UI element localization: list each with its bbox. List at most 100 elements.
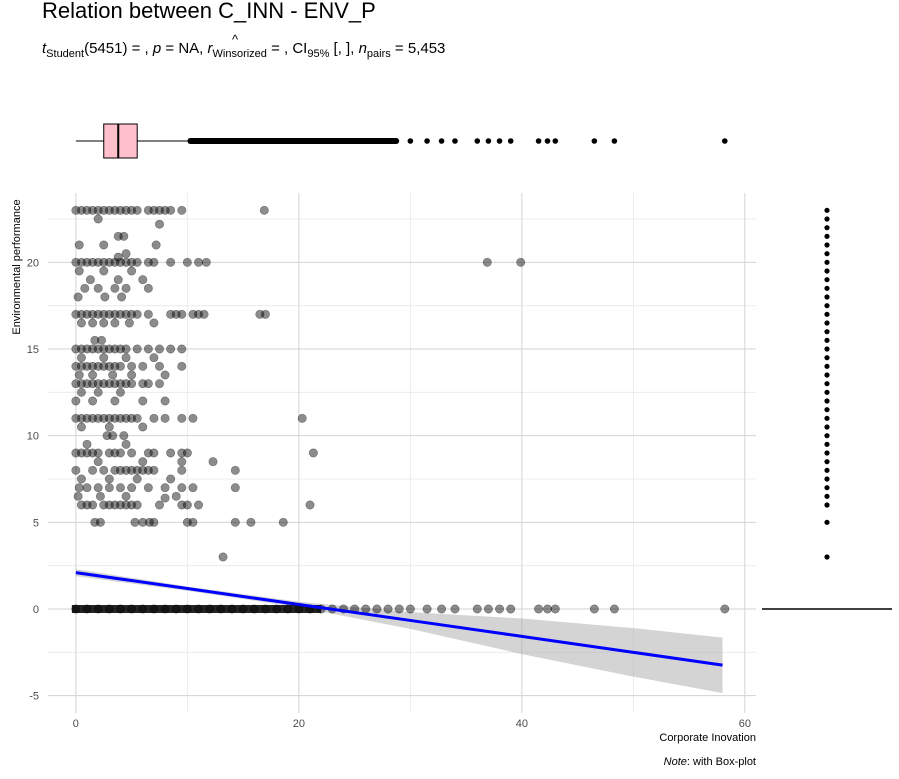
scatter-point (110, 361, 120, 371)
scatter-point (93, 457, 103, 467)
scatter-point (160, 483, 170, 493)
scatter-point (115, 387, 125, 397)
scatter-point (127, 483, 137, 493)
chart-title: Relation between C_INN - ENV_P (42, 0, 376, 23)
marginal-y-point (824, 355, 830, 361)
scatter-point (437, 604, 447, 614)
scatter-point (154, 219, 164, 229)
scatter-point (88, 465, 98, 475)
marginal-y-point (824, 285, 830, 291)
scatter-point (171, 491, 181, 501)
smooth-line-layer (75, 571, 723, 667)
scatter-point (76, 205, 86, 215)
scatter-point (102, 431, 112, 441)
boxplot-outlier (544, 138, 551, 144)
boxplot-outlier (591, 138, 598, 144)
scatter-point (88, 448, 98, 458)
scatter-point (76, 474, 86, 484)
scatter-point (88, 344, 98, 354)
scatter-point (143, 257, 153, 267)
scatter-point (177, 413, 187, 423)
scatter-point (149, 517, 159, 527)
scatter-point (93, 361, 103, 371)
scatter-point (166, 448, 176, 458)
scatter-point (182, 517, 192, 527)
scatter-point (166, 474, 176, 484)
scatter-point (99, 240, 109, 250)
y-axis-title: Environmental performance (11, 199, 23, 334)
boxplot-outlier (407, 138, 414, 144)
scatter-point (182, 257, 192, 267)
scatter-point (160, 205, 170, 215)
marginal-y-point (824, 433, 830, 439)
scatter-point (71, 396, 81, 406)
marginal-y-point (824, 389, 830, 395)
scatter-point (76, 500, 86, 510)
scatter-point (143, 344, 153, 354)
scatter-point (132, 413, 142, 423)
scatter-point (110, 205, 120, 215)
marginal-y-point (824, 502, 830, 508)
scatter-point (149, 353, 159, 363)
scatter-point (119, 431, 129, 441)
scatter-point (259, 205, 269, 215)
scatter-point (82, 257, 92, 267)
scatter-point (115, 413, 125, 423)
subtitle-t-df: (5451) = , (84, 40, 153, 57)
scatter-point (127, 257, 137, 267)
subtitle-p-label: p (152, 40, 161, 57)
scatter-point (104, 448, 114, 458)
boxplot-outlier (507, 138, 514, 144)
scatter-point (110, 465, 120, 475)
scatter-point (138, 361, 148, 371)
scatter-point (121, 353, 131, 363)
marginal-y-point (824, 251, 830, 257)
marginal-y-point (824, 320, 830, 326)
scatter-point (246, 517, 256, 527)
scatter-point (93, 413, 103, 423)
scatter-point (177, 309, 187, 319)
scatter-point (93, 344, 103, 354)
scatter-point (104, 205, 114, 215)
scatter-point (99, 361, 109, 371)
scatter-point (143, 283, 153, 293)
scatter-point (143, 309, 153, 319)
scatter-point (93, 448, 103, 458)
marginal-y-point (824, 294, 830, 300)
scatter-point (132, 474, 142, 484)
y-tick-label: 15 (27, 344, 39, 356)
scatter-point (90, 335, 100, 345)
scatter-point (127, 205, 137, 215)
scatter-point (99, 465, 109, 475)
scatter-point (121, 439, 131, 449)
scatter-point (177, 361, 187, 371)
boxplot-outlier (424, 138, 430, 144)
scatter-point (76, 309, 86, 319)
scatter-point (93, 309, 103, 319)
scatter-point (188, 483, 198, 493)
caption-text: : with Box-plot (687, 756, 756, 768)
scatter-point (308, 448, 318, 458)
marginal-y-point (824, 398, 830, 404)
scatter-point (177, 465, 187, 475)
scatter-point (99, 500, 109, 510)
subtitle-r-label: r (208, 40, 214, 57)
boxplot-outlier (496, 138, 503, 144)
scatter-point (74, 370, 84, 380)
scatter-points (71, 205, 730, 614)
marginal-y-point (824, 372, 830, 378)
scatter-point (166, 205, 176, 215)
scatter-point (115, 257, 125, 267)
scatter-point (305, 500, 315, 510)
scatter-point (127, 361, 137, 371)
axis-ticks: 0 20 40 60 -5 0 5 10 15 20 (27, 257, 751, 730)
scatter-point (132, 205, 142, 215)
scatter-point (88, 379, 98, 389)
scatter-point (405, 604, 415, 614)
scatter-point (121, 491, 131, 501)
scatter-point (422, 604, 432, 614)
scatter-point (516, 257, 526, 267)
scatter-point (99, 344, 109, 354)
scatter-point (208, 457, 218, 467)
marginal-y-point (824, 233, 830, 239)
